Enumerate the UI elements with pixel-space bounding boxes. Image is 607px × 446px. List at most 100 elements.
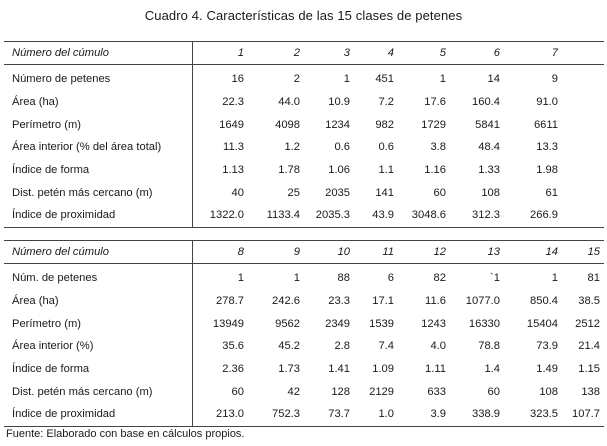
column-header: 12 xyxy=(398,240,450,264)
table-row: Índice de forma 1.13 1.78 1.06 1.1 1.16 … xyxy=(4,158,604,182)
table-cell: 1.73 xyxy=(278,363,300,376)
row-label: Perímetro (m) xyxy=(4,312,193,336)
table-cell: 60 xyxy=(433,186,446,199)
table-row: Núm. de petenes 1 1 88 6 82 `1 1 81 xyxy=(4,263,604,290)
table-row: Índice de forma 2.36 1.73 1.41 1.09 1.11… xyxy=(4,357,604,381)
table-row: Perímetro (m) 1649 4098 1234 982 1729 58… xyxy=(4,113,604,137)
table-cell: 1133.4 xyxy=(248,204,304,228)
table-cell: 242.6 xyxy=(272,295,300,308)
table-cell: 107.7 xyxy=(562,403,604,427)
table-cell: 128 xyxy=(331,385,350,398)
table-cell: 44.0 xyxy=(278,96,300,109)
row-label: Índice de proximidad xyxy=(4,204,193,228)
column-header: 2 xyxy=(248,41,304,65)
table-cell: 45.2 xyxy=(278,340,300,353)
table-cell: 1.4 xyxy=(484,363,500,376)
table-cell: 1.11 xyxy=(425,363,446,376)
column-header: 4 xyxy=(354,41,398,65)
table-cell: `1 xyxy=(490,272,500,285)
table-cell: 82 xyxy=(433,272,446,285)
column-header: 3 xyxy=(304,41,354,65)
table-cell: 338.9 xyxy=(450,403,504,427)
table-cell: 81 xyxy=(587,272,600,285)
table-cell: 16330 xyxy=(468,317,500,330)
table-cell: 61 xyxy=(545,186,558,199)
table-cell: 73.7 xyxy=(304,403,354,427)
column-header: 5 xyxy=(398,41,450,65)
column-header: 9 xyxy=(248,240,304,264)
table-cell: 213.0 xyxy=(192,403,248,427)
table-cell: 1322.0 xyxy=(192,204,248,228)
table-cell: 6 xyxy=(387,272,394,285)
table-cell: 21.4 xyxy=(578,340,600,353)
table-cell: 108 xyxy=(539,385,558,398)
table-cell: 1.06 xyxy=(328,164,350,177)
table-cell: 1539 xyxy=(369,317,394,330)
table-row: Área interior (%) 35.6 45.2 2.8 7.4 4.0 … xyxy=(4,335,604,358)
row-label: Núm. de petenes xyxy=(4,263,193,290)
table-row: Área (ha) 278.7 242.6 23.3 17.1 11.6 107… xyxy=(4,289,604,313)
table-cell: 43.9 xyxy=(354,204,398,228)
petenes-table-2: Número del cúmulo 8 9 10 11 12 13 14 15 … xyxy=(4,240,604,427)
empty-cell xyxy=(562,91,604,114)
table-row: Dist. petén más cercano (m) 40 25 2035 1… xyxy=(4,181,604,205)
row-label: Número de petenes xyxy=(4,64,193,91)
table-cell: 3048.6 xyxy=(398,204,450,228)
table-cell: 1729 xyxy=(421,118,446,131)
table-cell: 1 xyxy=(343,73,350,86)
table-cell: 7.4 xyxy=(378,340,394,353)
table-cell: 451 xyxy=(375,73,394,86)
table-cell: 1.98 xyxy=(536,164,558,177)
table-cell: 2035 xyxy=(325,186,350,199)
table-row: Área (ha) 22.3 44.0 10.9 7.2 17.6 160.4 … xyxy=(4,90,604,114)
table-cell: 23.3 xyxy=(328,295,350,308)
table-cell: 2129 xyxy=(369,385,394,398)
table-cell: 1.49 xyxy=(536,363,558,376)
table-cell: 22.3 xyxy=(222,96,244,109)
table-cell: 15404 xyxy=(526,317,558,330)
table-cell: 73.9 xyxy=(536,340,558,353)
header-row: Número del cúmulo 8 9 10 11 12 13 14 15 xyxy=(4,240,604,264)
column-header: 6 xyxy=(450,41,504,65)
table-cell: 48.4 xyxy=(478,141,500,154)
table-cell: 9562 xyxy=(275,317,300,330)
table-cell: 14 xyxy=(487,73,500,86)
column-header: 10 xyxy=(304,240,354,264)
table-cell: 1243 xyxy=(421,317,446,330)
table-cell: 1.33 xyxy=(478,164,500,177)
row-label: Dist. petén más cercano (m) xyxy=(4,380,193,404)
table-cell: 17.1 xyxy=(372,295,394,308)
table-row: Dist. petén más cercano (m) 60 42 128 21… xyxy=(4,380,604,404)
table-cell: 9 xyxy=(551,73,558,86)
column-header: 15 xyxy=(562,240,604,264)
table-cell: 13.3 xyxy=(536,141,558,154)
table-cell: 11.6 xyxy=(425,295,446,308)
table-cell: 10.9 xyxy=(328,96,350,109)
table-cell: 0.6 xyxy=(378,141,394,154)
table-cell: 323.5 xyxy=(504,403,562,427)
table-cell: 278.7 xyxy=(216,295,244,308)
table-cell: 91.0 xyxy=(536,96,558,109)
table-cell: 2035.3 xyxy=(304,204,354,228)
table-cell: 1.15 xyxy=(578,363,600,376)
header-row: Número del cúmulo 1 2 3 4 5 6 7 xyxy=(4,41,604,65)
table-cell: 4098 xyxy=(275,118,300,131)
table-cell: 5841 xyxy=(475,118,500,131)
table-title: Cuadro 4. Características de las 15 clas… xyxy=(144,8,463,23)
table-cell: 78.8 xyxy=(478,340,500,353)
table-cell: 88 xyxy=(337,272,350,285)
table-cell: 35.6 xyxy=(222,340,244,353)
table-cell: 40 xyxy=(231,186,244,199)
table-cell: 25 xyxy=(287,186,300,199)
empty-cell xyxy=(562,136,604,159)
petenes-table-1: Número del cúmulo 1 2 3 4 5 6 7 Número d… xyxy=(4,41,604,228)
source-note: Fuente: Elaborado con base en cálculos p… xyxy=(6,428,245,440)
table-cell: 138 xyxy=(581,385,600,398)
table-cell: 2512 xyxy=(575,317,600,330)
table-cell: 1.41 xyxy=(328,363,350,376)
column-header: 11 xyxy=(354,240,398,264)
header-label: Número del cúmulo xyxy=(4,41,193,65)
column-header: 13 xyxy=(450,240,504,264)
table-row: Índice de proximidad 213.0 752.3 73.7 1.… xyxy=(4,403,604,427)
table-cell: 1.2 xyxy=(284,141,300,154)
